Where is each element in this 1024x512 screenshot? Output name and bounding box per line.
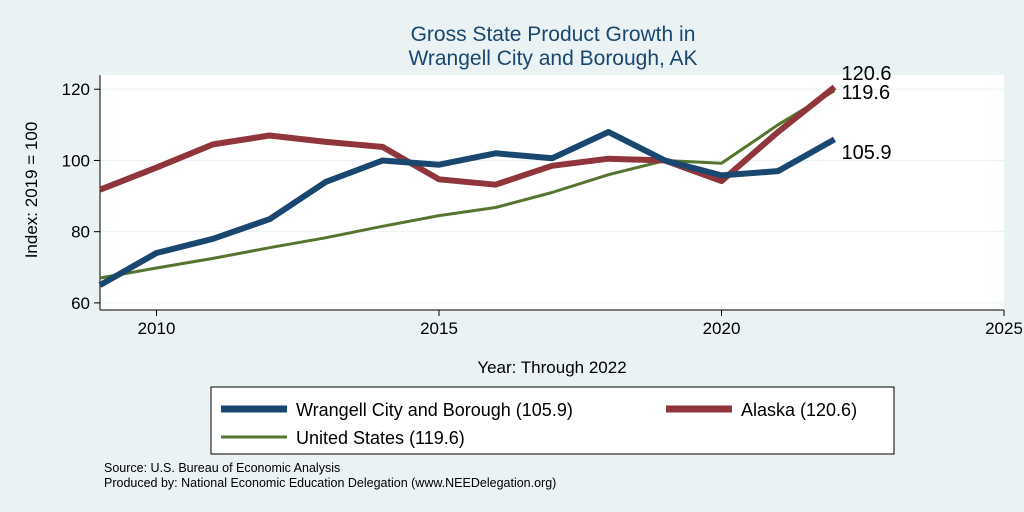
legend-label-0: Wrangell City and Borough (105.9): [296, 400, 573, 420]
end-label-0: 105.9: [842, 142, 892, 164]
y-tick-label: 100: [62, 151, 90, 170]
series-line-1: [98, 84, 837, 193]
y-tick-label: 120: [62, 80, 90, 99]
y-tick-label: 80: [71, 223, 90, 242]
source-note: Source: U.S. Bureau of Economic Analysis: [104, 461, 340, 475]
legend-box: [210, 386, 895, 455]
x-axis-title: Year: Through 2022: [477, 358, 626, 377]
x-tick-label: 2010: [138, 319, 176, 338]
chart-title-line-2: Wrangell City and Borough, AK: [408, 47, 697, 70]
series-line-2: [99, 89, 836, 280]
end-label-2: 119.6: [842, 82, 891, 104]
produced-by-note: Produced by: National Economic Education…: [104, 476, 556, 490]
x-tick-label: 2025: [985, 319, 1023, 338]
y-tick-label: 60: [71, 294, 90, 313]
x-tick-label: 2020: [703, 319, 741, 338]
legend-label-1: Alaska (120.6): [741, 400, 857, 420]
axis-ticks: 60 80 100 120 2010 2015 2020 2025: [62, 80, 1023, 338]
legend: Wrangell City and Borough (105.9) Alaska …: [221, 400, 857, 448]
end-label-1: 120.6: [842, 63, 892, 85]
chart-title-line-1: Gross State Product Growth in: [411, 23, 696, 46]
y-axis-title: Index: 2019 = 100: [22, 122, 41, 259]
series-line-0: [98, 129, 836, 288]
x-tick-label: 2015: [420, 319, 458, 338]
legend-label-2: United States (119.6): [296, 428, 465, 448]
series-lines: [98, 84, 837, 288]
